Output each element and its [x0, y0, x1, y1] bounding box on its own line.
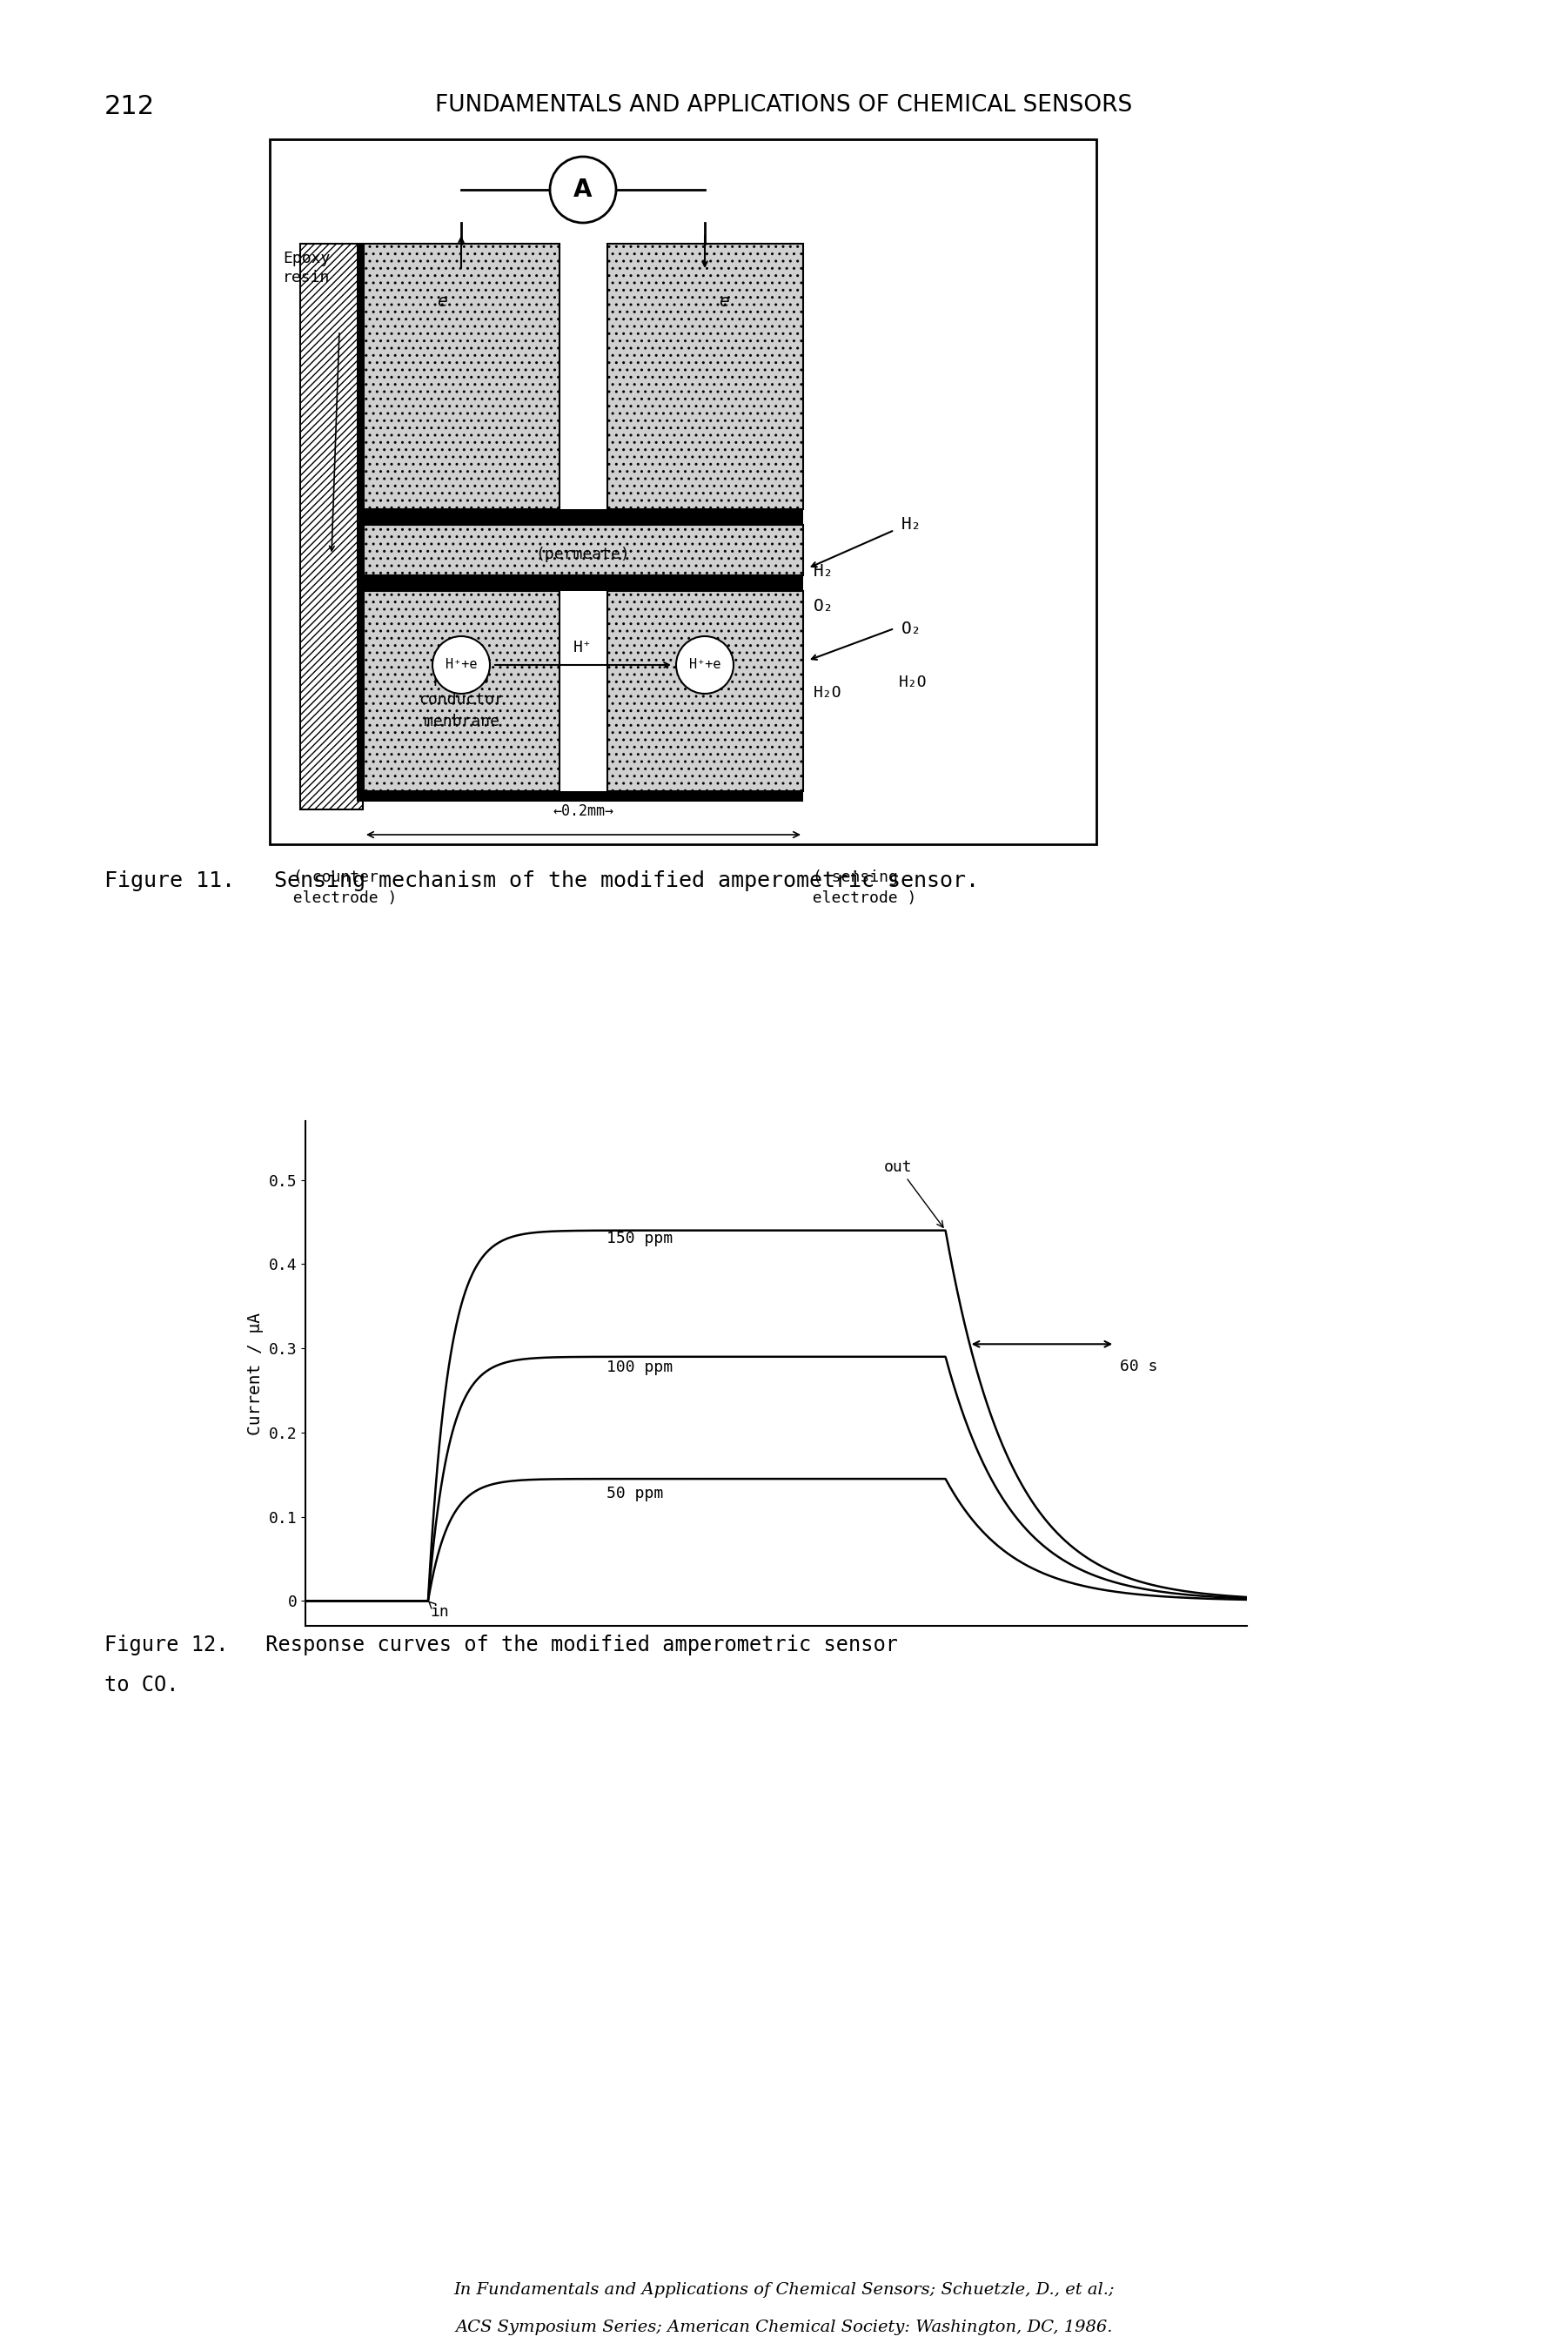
Circle shape	[550, 157, 616, 223]
Text: O₂: O₂	[902, 620, 922, 637]
Y-axis label: Current / μA: Current / μA	[248, 1311, 263, 1436]
Bar	[364, 524, 803, 576]
Bar	[358, 244, 364, 801]
Bar	[270, 139, 1096, 844]
Text: Epoxy
resin: Epoxy resin	[282, 251, 331, 287]
Text: proton
conductor
menbrane: proton conductor menbrane	[419, 670, 503, 728]
Text: H₂O: H₂O	[814, 684, 842, 700]
Text: ( counter
  electrode ): ( counter electrode )	[274, 870, 397, 905]
Text: 50 ppm: 50 ppm	[607, 1485, 663, 1502]
Text: H₂: H₂	[814, 564, 834, 580]
Text: Figure 11.   Sensing mechanism of the modified amperometric sensor.: Figure 11. Sensing mechanism of the modi…	[105, 870, 978, 891]
Bar	[364, 576, 803, 590]
Text: H₂O: H₂O	[898, 674, 927, 691]
Text: In Fundamentals and Applications of Chemical Sensors; Schuetzle, D., et al.;: In Fundamentals and Applications of Chem…	[453, 2282, 1115, 2298]
Text: to CO.: to CO.	[105, 1676, 179, 1694]
Text: (permeate): (permeate)	[536, 548, 630, 562]
Text: 100 ppm: 100 ppm	[607, 1361, 673, 1375]
Bar	[364, 792, 803, 801]
Circle shape	[433, 637, 489, 693]
Text: Figure 12.   Response curves of the modified amperometric sensor: Figure 12. Response curves of the modifi…	[105, 1636, 898, 1654]
Bar	[364, 510, 803, 524]
Text: ←0.2mm→: ←0.2mm→	[552, 804, 613, 820]
Circle shape	[676, 637, 734, 693]
Text: ACS Symposium Series; American Chemical Society: Washington, DC, 1986.: ACS Symposium Series; American Chemical …	[455, 2319, 1113, 2336]
Text: FUNDAMENTALS AND APPLICATIONS OF CHEMICAL SENSORS: FUNDAMENTALS AND APPLICATIONS OF CHEMICA…	[436, 94, 1132, 118]
Text: ( sensing
  electrode ): ( sensing electrode )	[793, 870, 917, 905]
Text: 60 s: 60 s	[1120, 1358, 1157, 1375]
Text: 150 ppm: 150 ppm	[607, 1231, 673, 1246]
Text: e: e	[718, 294, 729, 310]
Text: out: out	[884, 1159, 944, 1227]
Text: H⁺+e: H⁺+e	[445, 658, 477, 672]
Text: H₂: H₂	[902, 517, 922, 533]
Bar	[364, 244, 560, 510]
Text: in: in	[428, 1600, 448, 1619]
Text: H⁺+e: H⁺+e	[688, 658, 721, 672]
Bar	[607, 590, 803, 792]
Text: H⁺: H⁺	[574, 639, 593, 656]
Text: e: e	[437, 294, 447, 310]
Text: O₂: O₂	[814, 599, 834, 616]
Bar	[607, 244, 803, 510]
Bar	[299, 244, 362, 808]
Text: 212: 212	[105, 94, 155, 120]
Bar	[364, 590, 560, 792]
Text: A: A	[574, 179, 593, 202]
